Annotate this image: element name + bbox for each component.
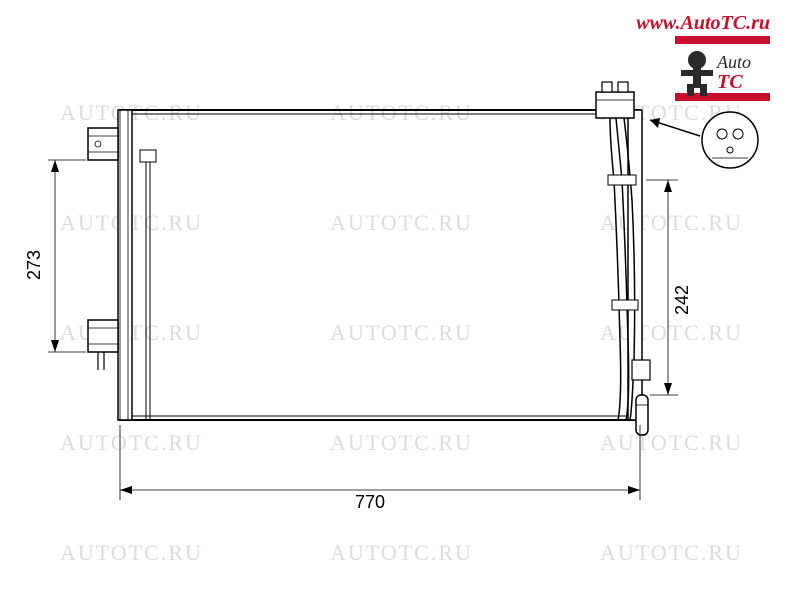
dim-right-label: 242 <box>672 285 692 315</box>
dim-left-label: 273 <box>24 250 44 280</box>
dim-width-label: 770 <box>355 492 385 512</box>
condenser-diagram: 770 273 242 <box>0 0 800 600</box>
